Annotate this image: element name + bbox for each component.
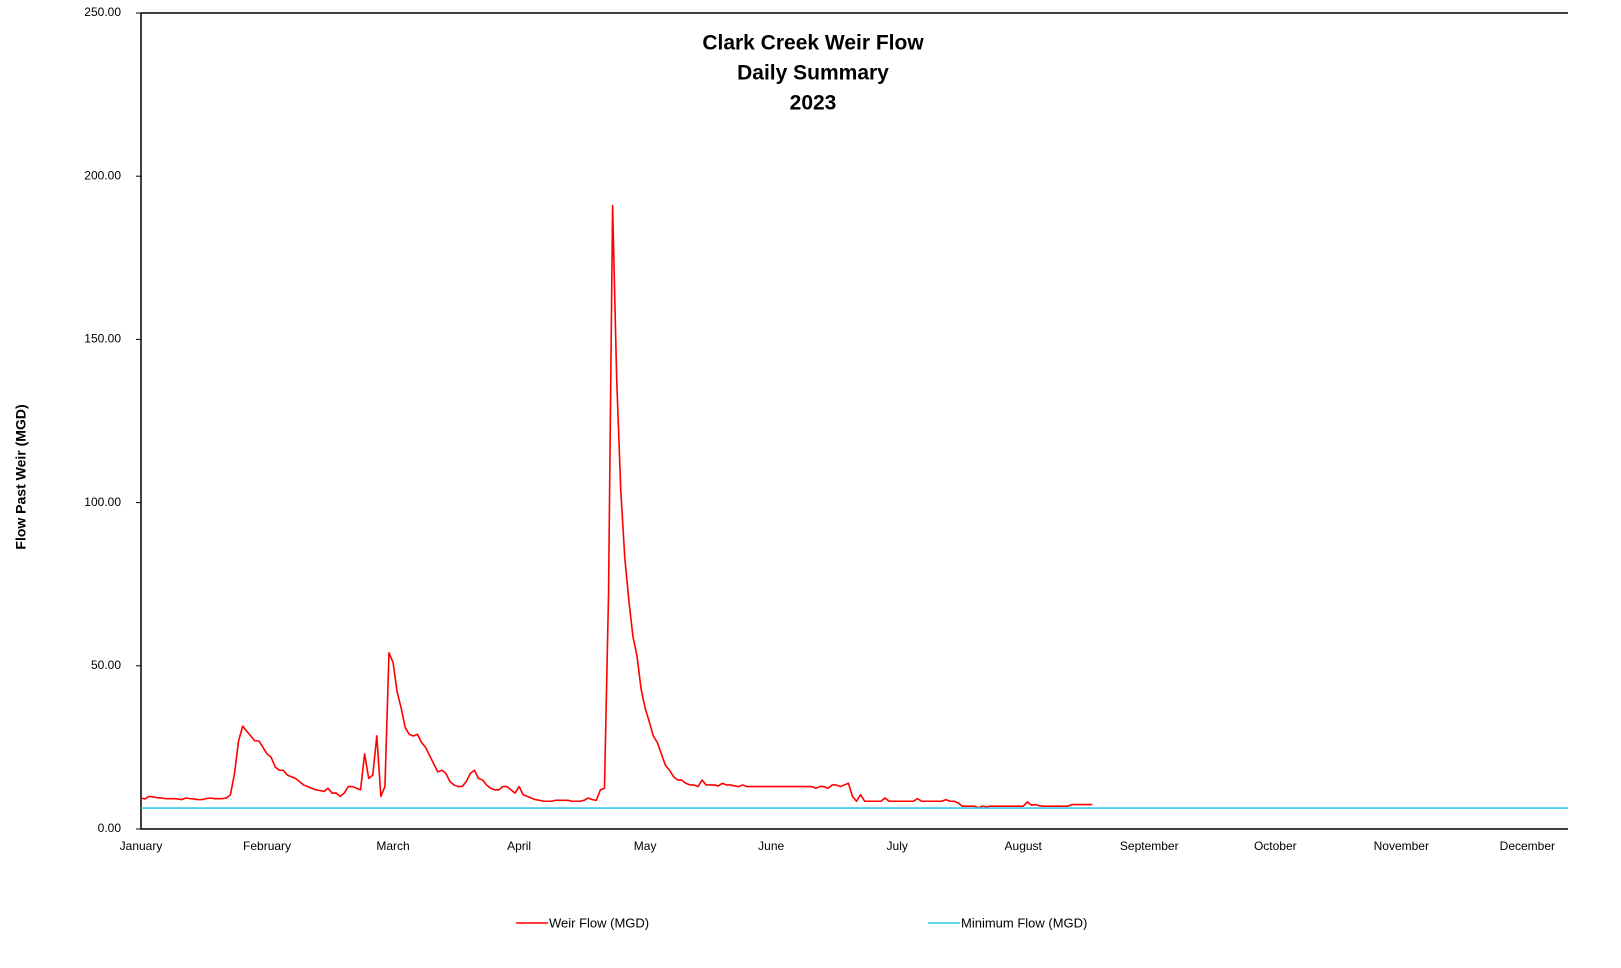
x-tick-label: May xyxy=(634,839,657,853)
x-tick-label: April xyxy=(507,839,531,853)
y-tick-label: 250.00 xyxy=(84,5,121,19)
x-tick-label: June xyxy=(758,839,784,853)
x-tick-label: February xyxy=(243,839,291,853)
y-tick-label: 150.00 xyxy=(84,332,121,346)
data-line xyxy=(140,204,1093,809)
x-tick-label: August xyxy=(1005,839,1043,853)
y-tick-label: 0.00 xyxy=(98,821,122,835)
x-tick-label: March xyxy=(376,839,409,853)
x-tick-label: December xyxy=(1500,839,1555,853)
chart-title: 2023 xyxy=(790,92,837,115)
y-tick-label: 50.00 xyxy=(91,658,121,672)
x-tick-label: January xyxy=(120,839,163,853)
chart-title: Daily Summary xyxy=(737,62,889,85)
x-tick-label: July xyxy=(887,839,908,853)
y-axis-label: Flow Past Weir (MGD) xyxy=(13,404,29,549)
x-tick-label: September xyxy=(1120,839,1179,853)
y-tick-label: 200.00 xyxy=(84,168,121,182)
legend-label: Weir Flow (MGD) xyxy=(549,915,649,930)
legend-label: Minimum Flow (MGD) xyxy=(961,915,1087,930)
y-tick-label: 100.00 xyxy=(84,495,121,509)
x-tick-label: October xyxy=(1254,839,1297,853)
x-tick-label: November xyxy=(1374,839,1429,853)
chart-title: Clark Creek Weir Flow xyxy=(702,32,924,55)
